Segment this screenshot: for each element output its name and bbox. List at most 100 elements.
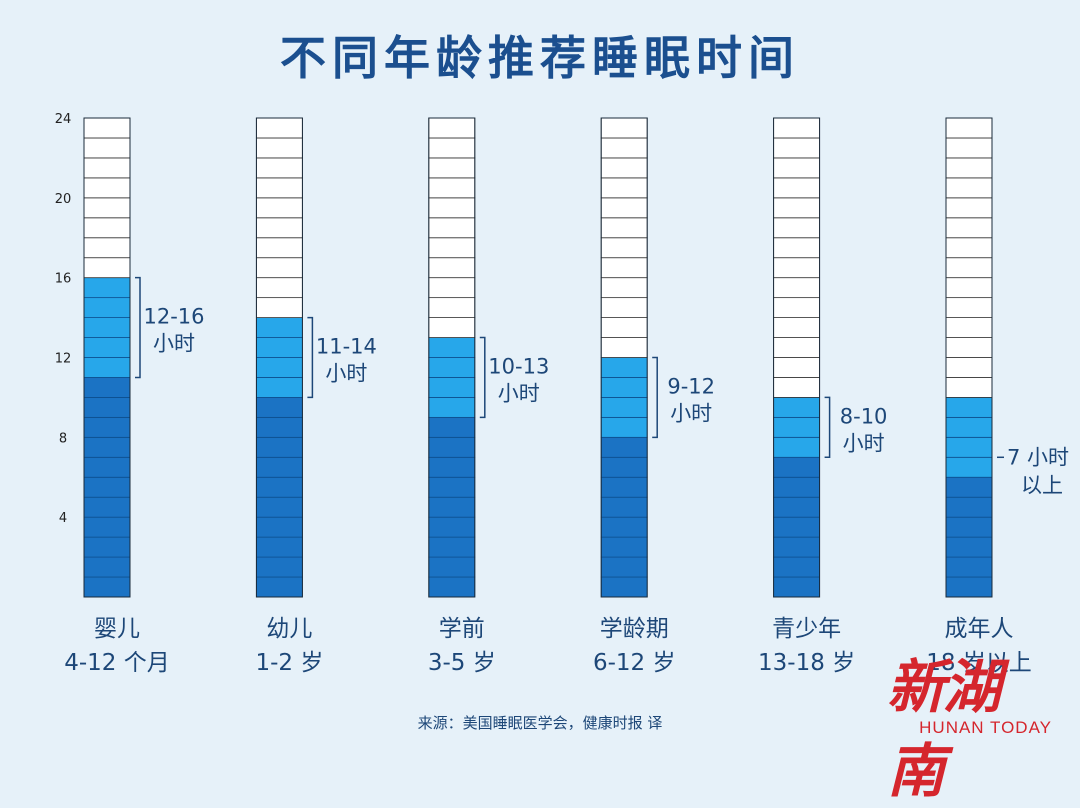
bar-cell [428,257,476,279]
bar-cell [600,556,648,578]
bar-cell [83,416,131,438]
bar-cell [600,536,648,558]
bar-cell [428,377,476,398]
bar-cell [600,177,648,199]
bar-cell [255,357,303,378]
bar-cell [255,297,303,318]
bar-cell [945,157,993,179]
bar-cell [83,177,131,199]
bar-cell [945,456,993,478]
bar-cell [428,317,476,338]
bar-cell [83,237,131,259]
bar-cell [945,377,993,398]
bar-cell [945,397,993,418]
bar-cell [428,357,476,378]
bar-cell [773,237,820,259]
bar-cell [773,177,820,199]
bar-cell [83,516,131,538]
bar-cell [83,357,131,378]
bar-cell [773,297,820,318]
bar-cell [945,556,993,578]
bar-cell [83,197,131,219]
category-name: 学龄期 [600,616,669,642]
bar-cell [945,536,993,558]
bar-cell [428,416,476,438]
bar-cell [255,476,303,498]
range-bracket [479,336,486,419]
bar-cell [255,177,303,199]
bar-cell [600,496,648,518]
y-tick-label: 8 [59,431,67,446]
bar-cell [428,137,476,159]
bar-cell [773,416,820,438]
bar-cell [255,456,303,478]
range-label-value: 11-14 [316,335,377,359]
bar-cell [255,556,303,578]
bar-cell [83,556,131,578]
bar-cell [945,576,993,598]
bar-cell [600,157,648,179]
bar-cell [945,277,993,299]
y-tick-label: 20 [55,192,72,207]
bar-cell [600,217,648,239]
bar-cell [945,137,993,159]
bar-cell [773,377,820,398]
bar-cell [83,476,131,498]
bar-cell [773,257,820,279]
bar-cell [255,237,303,259]
range-label-value: 9-12 [667,374,715,398]
bar-cell [945,257,993,279]
range-label-unit: 小时 [325,362,367,386]
bar-cell [428,576,476,598]
bar-cell [428,397,476,418]
bar-cell [600,197,648,219]
bar-cell [600,137,648,159]
bar-cell [255,516,303,538]
bar-cell [83,576,131,598]
bar-cell [255,317,303,338]
bar-cell [83,337,131,358]
bar-cell [255,257,303,279]
y-tick-label: 24 [55,112,72,127]
y-tick-label: 12 [55,352,72,367]
bar-cell [255,416,303,438]
range-label-unit: 小时 [670,401,712,425]
bar-outline [83,117,131,598]
category-name: 学前 [439,616,485,642]
bar-outline [428,117,476,598]
category-age: 4-12 个月 [64,650,170,676]
bar-cell [773,137,820,159]
bar-cell [255,277,303,299]
watermark-text: HUNAN TODAY [919,718,1052,737]
bar-cell [773,357,820,378]
bar-cell [945,237,993,259]
bar-cell [255,377,303,398]
bar-cell [83,456,131,478]
bar-cell [945,197,993,219]
bar-cell [773,456,820,478]
bar-cell [83,117,131,139]
y-tick-label: 16 [55,272,72,287]
bar-cell [945,357,993,378]
bar-cell [83,257,131,279]
bar-cell [428,456,476,478]
bar-cell [255,337,303,358]
range-bracket [652,356,658,439]
bar-cell [428,496,476,518]
bar-cell [773,556,820,578]
bar-cell [945,476,993,498]
bar-cell [428,536,476,558]
bar-cell [773,337,820,358]
bar-cell [945,416,993,438]
bar-cell [600,317,648,338]
bar-cell [600,257,648,279]
bar-cell [83,317,131,338]
category-age: 1-2 岁 [255,650,323,676]
category-age: 13-18 岁 [758,650,855,676]
bar-cell [428,157,476,179]
bar-cell [83,217,131,239]
bar-cell [83,397,131,418]
range-label-unit: 小时 [498,381,540,405]
bar-cell [255,576,303,598]
